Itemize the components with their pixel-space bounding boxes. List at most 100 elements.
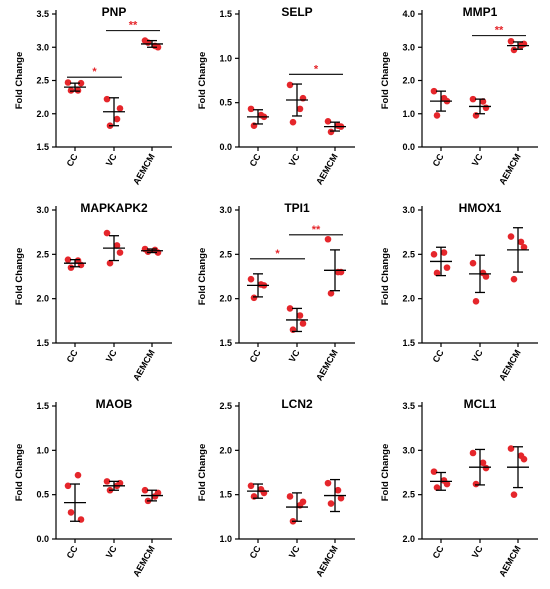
significance-label: *: [314, 63, 319, 75]
y-tick-label: 2.0: [402, 76, 415, 86]
data-point: [327, 290, 335, 297]
data-point: [67, 264, 75, 271]
y-tick-label: 1.5: [219, 490, 232, 500]
data-point: [250, 294, 258, 302]
mean-sd-bar: [507, 446, 529, 489]
data-point: [144, 248, 152, 255]
data-point: [510, 491, 518, 498]
y-tick-label: 4.0: [402, 9, 415, 19]
mean-sd-bar: [247, 109, 269, 125]
panel-pnp: PNP Fold Change 1.5 2.0 2.5 3.0 3.5 CC VC AEMCM * *…: [0, 0, 183, 196]
data-point: [154, 489, 162, 497]
data-point: [430, 251, 438, 258]
data-point: [443, 264, 451, 271]
data-point: [324, 117, 332, 125]
data-point: [113, 242, 121, 249]
x-tick-label: CC: [431, 152, 446, 169]
data-point: [520, 455, 528, 463]
y-tick-label: 2.5: [36, 249, 49, 259]
chart-svg: MAOB Fold Change 0.0 0.5 1.0 1.5 CC VC AEMCM: [14, 397, 172, 578]
panel-lcn2: LCN2 Fold Change 1.0 1.5 2.0 2.5 CC VC AEMCM: [183, 392, 366, 588]
mean-sd-bar: [141, 248, 163, 254]
x-tick-label: VC: [470, 348, 485, 364]
x-tick-label: VC: [470, 544, 485, 560]
x-tick-label: AEMCM: [131, 152, 157, 186]
data-point: [507, 445, 515, 452]
mean-sd-bar: [324, 121, 346, 132]
y-axis-label: Fold Change: [14, 52, 25, 110]
data-point: [507, 37, 515, 45]
significance-label: **: [312, 224, 321, 236]
mean-sd-bar: [247, 273, 269, 298]
y-tick-label: 3.0: [402, 445, 415, 455]
x-tick-label: AEMCM: [497, 152, 523, 186]
x-tick-label: VC: [104, 544, 119, 560]
data-point: [106, 259, 114, 267]
panel-title: PNP: [102, 5, 127, 19]
chart-svg: MCL1 Fold Change 2.0 2.5 3.0 3.5 CC VC AEMCM: [380, 397, 538, 578]
data-point: [469, 95, 477, 103]
x-tick-label: AEMCM: [131, 544, 157, 578]
y-axis-label: Fold Change: [380, 444, 391, 502]
data-point: [472, 480, 480, 488]
x-tick-label: CC: [65, 152, 80, 169]
data-point: [286, 493, 294, 500]
data-point: [247, 105, 255, 113]
y-tick-label: 1.0: [36, 445, 49, 455]
data-point: [507, 233, 515, 240]
data-point: [479, 98, 487, 105]
data-point: [247, 275, 255, 283]
data-point: [67, 87, 75, 94]
chart-svg: LCN2 Fold Change 1.0 1.5 2.0 2.5 CC VC AEMCM: [197, 397, 355, 578]
y-tick-label: 3.5: [402, 401, 415, 411]
x-tick-label: CC: [431, 544, 446, 561]
data-point: [296, 312, 304, 319]
y-tick-label: 0.0: [36, 534, 49, 544]
y-tick-label: 1.0: [219, 534, 232, 544]
y-tick-label: 1.0: [219, 53, 232, 63]
mean-sd-bar: [469, 448, 491, 486]
y-axis-label: Fold Change: [197, 444, 208, 502]
x-tick-label: AEMCM: [314, 544, 340, 578]
y-tick-label: 1.5: [219, 338, 232, 348]
x-tick-label: AEMCM: [131, 348, 157, 382]
x-tick-label: CC: [248, 152, 263, 169]
data-point: [443, 480, 451, 488]
y-tick-label: 2.0: [36, 294, 49, 304]
y-axis-label: Fold Change: [14, 248, 25, 306]
data-point: [472, 298, 480, 305]
data-point: [433, 484, 441, 491]
panel-title: TPI1: [284, 201, 310, 215]
y-tick-label: 2.5: [219, 401, 232, 411]
mean-sd-bar: [469, 98, 491, 115]
x-tick-label: AEMCM: [497, 348, 523, 382]
x-tick-label: VC: [104, 152, 119, 168]
mean-sd-bar: [103, 235, 125, 262]
mean-sd-bar: [64, 259, 86, 268]
y-tick-label: 1.5: [36, 401, 49, 411]
significance-label: **: [495, 25, 504, 37]
chart-svg: MMP1 Fold Change 0.0 1.0 2.0 3.0 4.0 CC VC AEMCM *…: [380, 5, 538, 186]
data-point: [517, 238, 525, 246]
y-axis-label: Fold Change: [197, 248, 208, 306]
mean-sd-bar: [430, 90, 452, 112]
x-tick-label: VC: [287, 152, 302, 168]
data-point: [116, 249, 124, 256]
y-tick-label: 2.5: [219, 249, 232, 259]
data-point: [324, 479, 332, 487]
data-point: [433, 112, 441, 119]
data-point: [430, 468, 438, 475]
data-point: [440, 249, 448, 256]
x-tick-label: VC: [287, 348, 302, 364]
data-point: [67, 509, 75, 516]
y-tick-label: 2.0: [219, 445, 232, 455]
data-point: [154, 43, 162, 51]
mean-sd-bar: [286, 307, 308, 333]
data-point: [482, 273, 490, 280]
data-point: [64, 79, 72, 86]
mean-sd-bar: [141, 39, 163, 48]
data-point: [74, 87, 82, 94]
significance-label: **: [129, 20, 138, 32]
y-tick-label: 3.0: [36, 42, 49, 52]
